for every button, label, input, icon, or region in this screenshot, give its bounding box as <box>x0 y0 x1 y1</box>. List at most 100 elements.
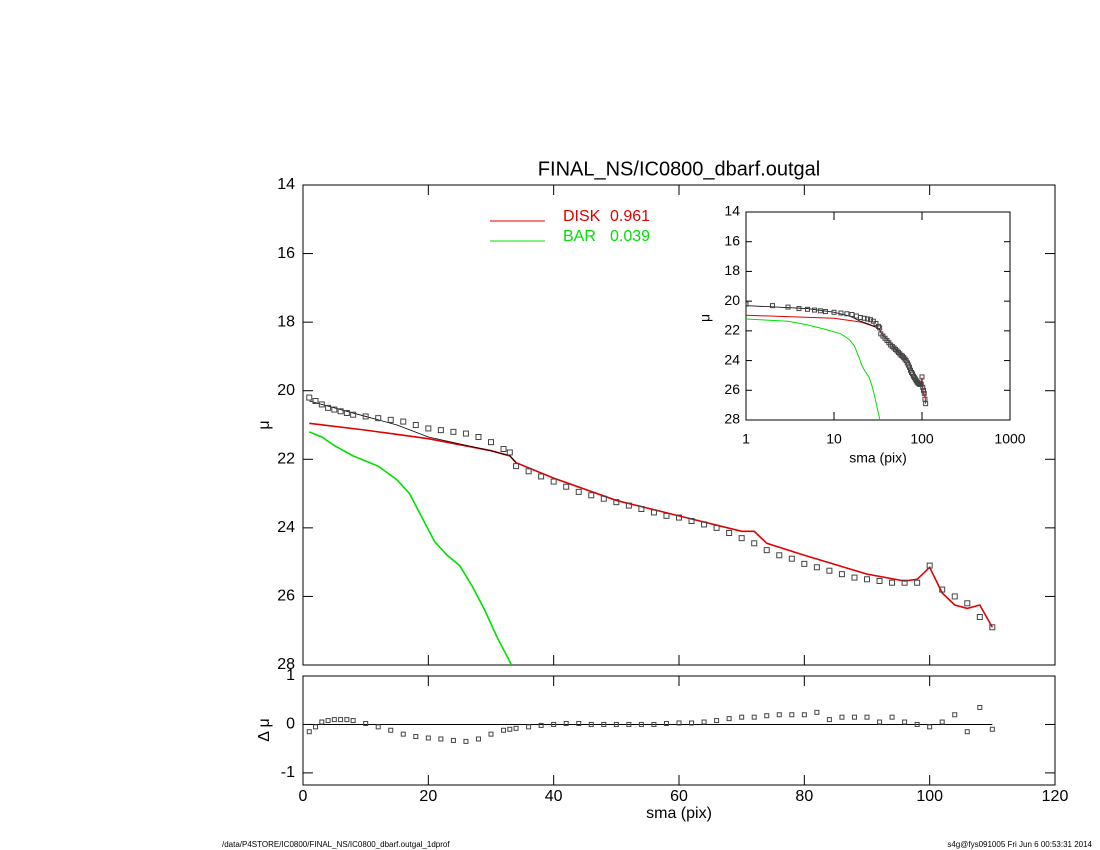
residual-frame <box>302 675 1056 786</box>
data-point <box>901 579 908 586</box>
data-point <box>751 540 758 547</box>
data-point <box>600 495 607 502</box>
inset-frame <box>745 211 1011 421</box>
footer-right: s4g@fys091005 Fri Jun 6 00:53:31 2014 <box>947 840 1092 849</box>
data-point <box>400 418 407 425</box>
x-tick-label: 10 <box>826 431 842 447</box>
y-tick-label: 0 <box>286 716 295 733</box>
data-point <box>475 434 482 440</box>
data-point <box>638 721 644 727</box>
data-point <box>920 384 926 390</box>
data-point <box>701 521 708 528</box>
legend-value: 0.961 <box>610 208 650 225</box>
line <box>308 431 513 665</box>
data-point <box>822 309 828 315</box>
data-point <box>319 719 325 725</box>
chart-title: FINAL_NS/IC0800_dbarf.outgal <box>538 158 820 180</box>
data-point <box>425 425 432 432</box>
data-point <box>839 714 845 720</box>
data-point <box>951 593 958 600</box>
data-point <box>902 719 908 725</box>
data-point <box>889 714 895 720</box>
data-point <box>538 473 545 480</box>
y-tick-label: 26 <box>724 381 740 397</box>
data-point <box>894 348 900 354</box>
x-tick-label: 100 <box>916 788 943 805</box>
data-point <box>927 724 933 730</box>
data-point <box>318 401 325 408</box>
data-point <box>638 506 645 512</box>
data-point <box>437 427 444 434</box>
data-point <box>350 718 356 724</box>
data-point <box>805 306 811 312</box>
data-point <box>588 492 595 499</box>
line <box>309 400 517 463</box>
data-point <box>676 514 682 521</box>
data-point <box>663 720 669 726</box>
x-tick-label: 20 <box>419 788 437 805</box>
data-point <box>776 712 782 718</box>
x-tick-label: 1000 <box>994 431 1025 447</box>
data-point <box>325 718 331 724</box>
data-point <box>475 736 481 742</box>
data-point <box>726 716 732 722</box>
data-point <box>785 304 791 310</box>
line <box>746 305 882 333</box>
data-point <box>877 719 883 725</box>
data-point <box>563 720 569 726</box>
x-tick-label: 80 <box>795 788 813 805</box>
line <box>746 314 927 404</box>
data-point <box>714 718 720 724</box>
x-tick-label: 100 <box>910 431 934 447</box>
y-axis-label: μ <box>697 314 713 322</box>
data-point <box>501 727 507 733</box>
y-tick-label: 1 <box>286 667 295 684</box>
data-point <box>811 307 817 313</box>
data-point <box>701 719 707 725</box>
data-point <box>526 724 532 730</box>
data-point <box>851 574 858 581</box>
data-point <box>776 552 783 559</box>
data-point <box>507 726 513 732</box>
data-point <box>801 560 808 567</box>
data-point <box>914 721 920 727</box>
data-point <box>388 727 394 733</box>
data-point <box>613 499 620 506</box>
data-point <box>868 317 874 323</box>
data-point <box>977 704 983 710</box>
data-point <box>688 518 695 524</box>
data-point <box>876 578 883 584</box>
data-point <box>964 729 970 735</box>
data-point <box>864 714 870 720</box>
data-point <box>689 720 695 726</box>
data-point <box>331 717 337 723</box>
y-tick-label: 18 <box>277 313 295 330</box>
data-point <box>849 312 855 318</box>
data-point <box>343 410 350 416</box>
data-point <box>920 387 926 393</box>
data-point <box>337 408 344 415</box>
data-point <box>861 315 867 321</box>
y-axis-label: μ <box>256 420 273 429</box>
data-point <box>613 721 619 727</box>
data-point <box>513 725 519 731</box>
data-point <box>550 478 557 485</box>
data-point <box>914 579 921 586</box>
data-point <box>889 579 896 586</box>
y-tick-label: 24 <box>277 519 295 536</box>
data-point <box>488 439 494 446</box>
data-point <box>488 731 494 737</box>
data-point <box>413 734 419 740</box>
data-point <box>538 722 544 728</box>
data-point <box>306 729 312 735</box>
x-axis-label: sma (pix) <box>849 450 907 466</box>
data-point <box>601 721 607 727</box>
data-point <box>864 576 870 583</box>
data-point <box>626 721 632 727</box>
data-point <box>939 586 946 593</box>
data-point <box>676 720 682 726</box>
data-point <box>763 547 770 554</box>
x-axis-label: sma (pix) <box>646 805 712 822</box>
data-point <box>450 737 456 743</box>
y-tick-label: 22 <box>724 322 740 338</box>
